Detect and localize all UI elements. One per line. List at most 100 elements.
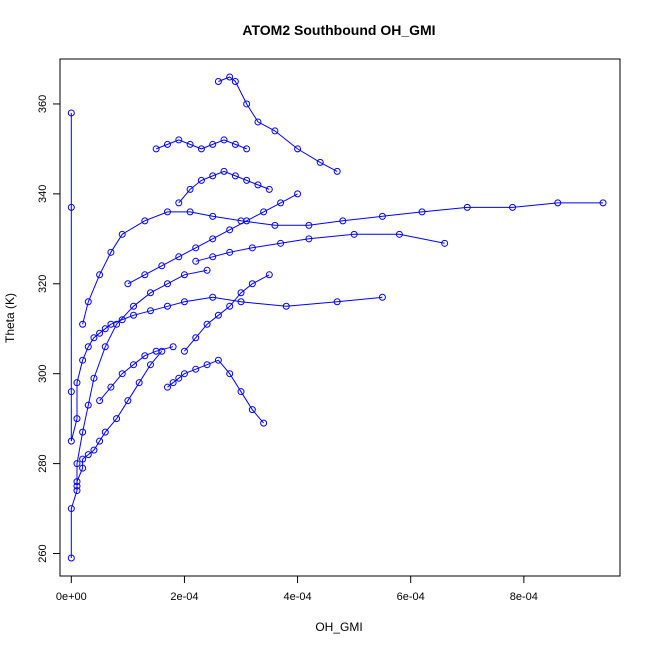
x-axis-label: OH_GMI bbox=[315, 620, 362, 634]
data-point bbox=[186, 185, 194, 193]
data-point bbox=[260, 419, 268, 427]
y-axis: 260 280 300 320 340 360 bbox=[37, 95, 61, 563]
data-point bbox=[73, 487, 81, 495]
data-point bbox=[180, 271, 188, 279]
data-point bbox=[378, 293, 386, 301]
data-point bbox=[243, 145, 251, 153]
data-series bbox=[214, 73, 341, 175]
data-point bbox=[67, 554, 75, 562]
data-series bbox=[79, 199, 607, 328]
data-point bbox=[209, 172, 217, 180]
data-point bbox=[271, 221, 279, 229]
data-point bbox=[599, 199, 607, 207]
data-point bbox=[84, 343, 92, 351]
data-point bbox=[107, 383, 115, 391]
data-point bbox=[79, 455, 87, 463]
data-point bbox=[203, 361, 211, 369]
data-point bbox=[441, 239, 449, 247]
data-point bbox=[192, 365, 200, 373]
x-tick-label: 2e-04 bbox=[170, 591, 198, 603]
data-point bbox=[418, 208, 426, 216]
data-point bbox=[67, 505, 75, 513]
data-point bbox=[203, 320, 211, 328]
data-point bbox=[254, 181, 262, 189]
data-point bbox=[214, 77, 222, 85]
data-series bbox=[124, 190, 302, 288]
data-point bbox=[79, 320, 87, 328]
data-point bbox=[96, 271, 104, 279]
data-point bbox=[101, 343, 109, 351]
x-tick-label: 6e-04 bbox=[397, 591, 425, 603]
data-point bbox=[395, 230, 403, 238]
data-series bbox=[73, 266, 211, 490]
data-point bbox=[152, 145, 160, 153]
data-point bbox=[175, 253, 183, 261]
data-point bbox=[124, 397, 132, 405]
data-series bbox=[163, 356, 268, 427]
data-point bbox=[294, 145, 302, 153]
data-point bbox=[192, 334, 200, 342]
data-point bbox=[180, 370, 188, 378]
data-point bbox=[152, 347, 160, 355]
data-series bbox=[96, 343, 177, 405]
data-point bbox=[265, 185, 273, 193]
y-tick-label: 260 bbox=[37, 544, 49, 562]
series-line bbox=[218, 76, 338, 172]
data-point bbox=[101, 325, 109, 333]
data-series bbox=[192, 230, 449, 265]
data-point bbox=[378, 212, 386, 220]
data-point bbox=[339, 217, 347, 225]
data-point bbox=[226, 302, 234, 310]
data-point bbox=[90, 374, 98, 382]
data-point bbox=[282, 302, 290, 310]
x-tick-label: 0e+00 bbox=[56, 591, 87, 603]
data-point bbox=[254, 118, 262, 126]
data-point bbox=[169, 343, 177, 351]
data-point bbox=[209, 235, 217, 243]
data-point bbox=[209, 253, 217, 261]
data-point bbox=[175, 374, 183, 382]
series-line bbox=[156, 139, 247, 150]
data-point bbox=[260, 208, 268, 216]
data-point bbox=[118, 230, 126, 238]
data-point bbox=[231, 140, 239, 148]
data-series bbox=[152, 136, 251, 153]
chart-title: ATOM2 Southbound OH_GMI bbox=[242, 22, 435, 38]
data-point bbox=[135, 379, 143, 387]
data-series bbox=[175, 167, 273, 207]
data-point bbox=[226, 73, 234, 81]
data-point bbox=[84, 451, 92, 459]
data-point bbox=[147, 361, 155, 369]
data-point bbox=[90, 446, 98, 454]
series-line bbox=[127, 193, 298, 285]
data-point bbox=[130, 311, 138, 319]
x-axis: 0e+00 2e-04 4e-04 6e-04 8e-04 bbox=[56, 575, 538, 603]
data-point bbox=[180, 347, 188, 355]
data-point bbox=[243, 100, 251, 108]
data-point bbox=[226, 226, 234, 234]
data-point bbox=[509, 203, 517, 211]
data-point bbox=[214, 356, 222, 364]
data-point bbox=[141, 271, 149, 279]
data-point bbox=[147, 307, 155, 315]
data-point bbox=[73, 460, 81, 468]
data-point bbox=[226, 370, 234, 378]
data-point bbox=[277, 239, 285, 247]
y-tick-label: 320 bbox=[37, 275, 49, 293]
data-point bbox=[163, 280, 171, 288]
y-axis-label: Theta (K) bbox=[3, 293, 17, 343]
y-tick-label: 280 bbox=[37, 454, 49, 472]
data-point bbox=[107, 248, 115, 256]
data-point bbox=[316, 158, 324, 166]
data-point bbox=[79, 428, 87, 436]
data-point bbox=[163, 140, 171, 148]
y-tick-label: 360 bbox=[37, 95, 49, 113]
series-line bbox=[70, 112, 383, 442]
data-point bbox=[226, 248, 234, 256]
data-point bbox=[333, 167, 341, 175]
data-point bbox=[192, 244, 200, 252]
data-point bbox=[130, 302, 138, 310]
data-point bbox=[237, 388, 245, 396]
data-point bbox=[243, 217, 251, 225]
data-point bbox=[203, 266, 211, 274]
